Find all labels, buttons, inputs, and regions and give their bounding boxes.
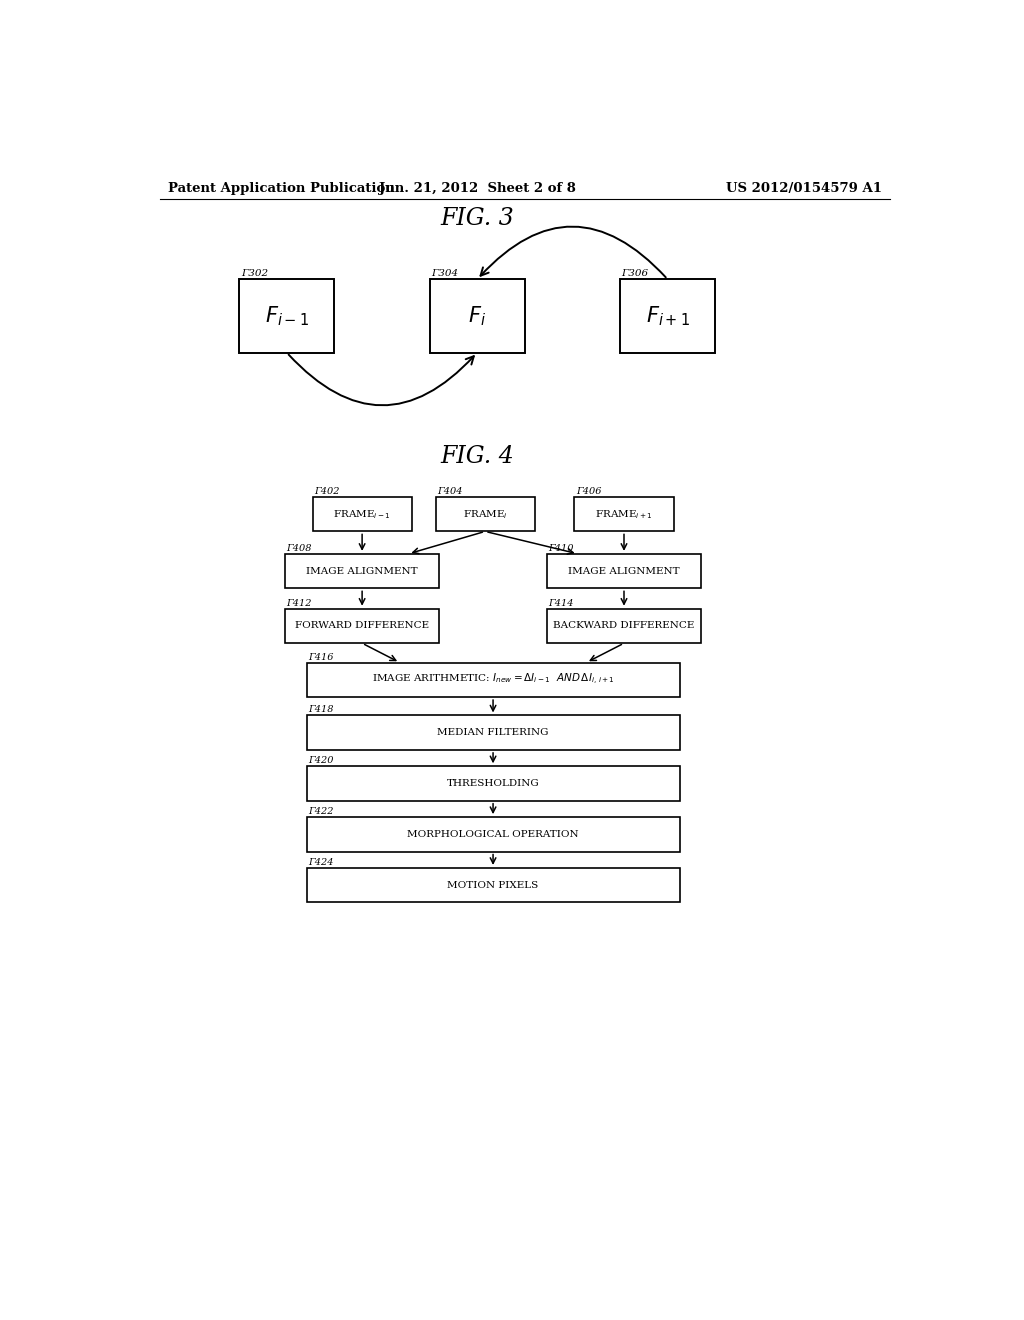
- FancyBboxPatch shape: [306, 867, 680, 903]
- Text: MORPHOLOGICAL OPERATION: MORPHOLOGICAL OPERATION: [408, 830, 579, 838]
- FancyBboxPatch shape: [430, 280, 524, 352]
- Text: Γ418: Γ418: [308, 705, 334, 714]
- FancyBboxPatch shape: [435, 496, 535, 532]
- FancyBboxPatch shape: [621, 280, 716, 352]
- Text: MOTION PIXELS: MOTION PIXELS: [447, 880, 539, 890]
- FancyBboxPatch shape: [547, 554, 701, 589]
- Text: $\mathregular{FRAME}_{i+1}$: $\mathregular{FRAME}_{i+1}$: [595, 508, 653, 520]
- Text: Γ414: Γ414: [548, 599, 573, 607]
- Text: THRESHOLDING: THRESHOLDING: [446, 779, 540, 788]
- Text: Γ406: Γ406: [575, 487, 601, 496]
- Text: IMAGE ARITHMETIC: $I_{new} = \Delta I_{i-1}$  $AND\,\Delta I_{i,\,i+1}$: IMAGE ARITHMETIC: $I_{new} = \Delta I_{i…: [372, 672, 614, 688]
- Text: Γ420: Γ420: [308, 756, 334, 766]
- Text: Γ412: Γ412: [287, 599, 312, 607]
- Text: Γ416: Γ416: [308, 652, 334, 661]
- Text: Γ306: Γ306: [622, 269, 649, 279]
- Text: Γ410: Γ410: [548, 544, 573, 553]
- FancyBboxPatch shape: [306, 766, 680, 801]
- Text: FIG. 4: FIG. 4: [440, 445, 514, 469]
- Text: Jun. 21, 2012  Sheet 2 of 8: Jun. 21, 2012 Sheet 2 of 8: [379, 182, 575, 195]
- Text: $\mathregular{FRAME}_{i-1}$: $\mathregular{FRAME}_{i-1}$: [333, 508, 391, 520]
- Text: Γ424: Γ424: [308, 858, 334, 867]
- Text: Γ408: Γ408: [287, 544, 312, 553]
- Text: BACKWARD DIFFERENCE: BACKWARD DIFFERENCE: [553, 622, 694, 631]
- FancyBboxPatch shape: [285, 609, 439, 643]
- Text: Patent Application Publication: Patent Application Publication: [168, 182, 394, 195]
- Text: $\mathregular{FRAME}_{i}$: $\mathregular{FRAME}_{i}$: [463, 508, 508, 520]
- FancyBboxPatch shape: [240, 280, 334, 352]
- FancyBboxPatch shape: [285, 554, 439, 589]
- Text: FORWARD DIFFERENCE: FORWARD DIFFERENCE: [295, 622, 429, 631]
- FancyBboxPatch shape: [306, 663, 680, 697]
- Text: $\mathit{F}_{i+1}$: $\mathit{F}_{i+1}$: [646, 304, 689, 327]
- FancyBboxPatch shape: [312, 496, 412, 532]
- Text: Γ304: Γ304: [431, 269, 459, 279]
- Text: IMAGE ALIGNMENT: IMAGE ALIGNMENT: [568, 566, 680, 576]
- Text: Γ402: Γ402: [314, 487, 340, 496]
- Text: Γ404: Γ404: [437, 487, 463, 496]
- Text: $\mathit{F}_{i}$: $\mathit{F}_{i}$: [468, 304, 486, 327]
- Text: Γ422: Γ422: [308, 807, 334, 816]
- Text: MEDIAN FILTERING: MEDIAN FILTERING: [437, 729, 549, 737]
- Text: IMAGE ALIGNMENT: IMAGE ALIGNMENT: [306, 566, 418, 576]
- FancyBboxPatch shape: [574, 496, 674, 532]
- Text: Γ302: Γ302: [241, 269, 268, 279]
- FancyBboxPatch shape: [306, 715, 680, 750]
- Text: US 2012/0154579 A1: US 2012/0154579 A1: [726, 182, 882, 195]
- Text: $\mathit{F}_{i-1}$: $\mathit{F}_{i-1}$: [265, 304, 308, 327]
- FancyBboxPatch shape: [306, 817, 680, 851]
- FancyBboxPatch shape: [547, 609, 701, 643]
- Text: FIG. 3: FIG. 3: [440, 206, 514, 230]
